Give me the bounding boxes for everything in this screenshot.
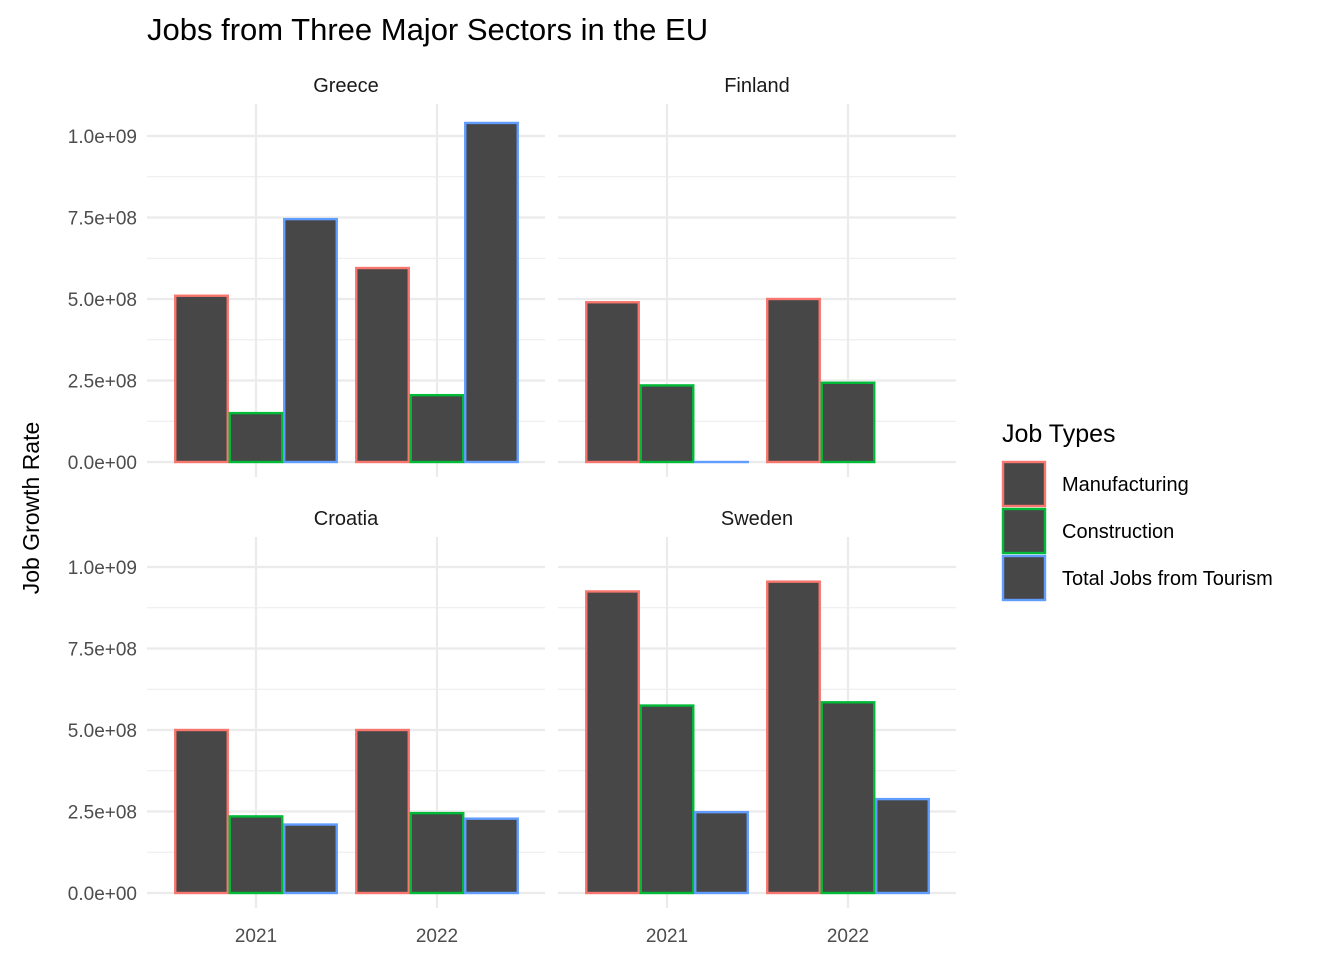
legend-label: Total Jobs from Tourism [1062,568,1273,590]
panel-strip-label: Finland [724,75,790,97]
y-tick-label: 7.5e+08 [68,209,137,230]
y-tick-label: 1.0e+09 [68,127,137,148]
bar-construction [409,393,465,464]
x-tick-label: 2022 [416,926,458,947]
bar-construction [639,704,695,895]
legend-title: Job Types [1002,420,1116,448]
y-tick-label: 5.0e+08 [68,290,137,311]
y-tick-label: 2.5e+08 [68,803,137,824]
panel-strip-label: Sweden [721,508,793,530]
bar-construction [820,701,876,895]
bar-manufacturing [355,266,410,464]
legend-key [1001,460,1047,508]
bar-manufacturing [766,297,821,464]
bar-manufacturing [766,580,821,895]
y-tick-label: 0.0e+00 [68,453,137,474]
panel-strip-label: Croatia [314,508,379,530]
y-tick-label: 0.0e+00 [68,884,137,905]
bar-construction [228,411,284,464]
panel-strip-label: Greece [313,75,379,97]
bar-total-jobs-from-tourism [694,810,749,895]
y-tick-label: 7.5e+08 [68,640,137,661]
x-tick-label: 2021 [646,926,688,947]
legend-key [1001,554,1047,602]
bar-total-jobs-from-tourism [283,217,338,464]
legend-key [1001,507,1047,555]
legend-label: Manufacturing [1062,474,1189,496]
legend: Job Types Manufacturing Construction Total… [1001,420,1273,602]
bar-manufacturing [585,590,640,895]
bar-manufacturing [174,294,229,464]
bar-manufacturing [585,301,640,464]
bar-total-jobs-from-tourism [464,817,519,895]
bar-construction [228,815,284,895]
bar-construction [820,381,876,464]
y-axis-label: Job Growth Rate [18,422,44,595]
bar-construction [409,811,465,895]
panel-sweden: Sweden 2021 2022 [558,508,956,947]
bar-manufacturing [355,728,410,895]
facet-panels: Greece 0.0e+00 2.5e+08 5.0e+08 7.5e+08 1.0e+0… [68,75,956,947]
x-tick-label: 2022 [827,926,869,947]
x-tick-label: 2021 [235,926,277,947]
bar-construction [639,384,695,464]
legend-label: Construction [1062,521,1174,543]
y-tick-label: 2.5e+08 [68,372,137,393]
bar-total-jobs-from-tourism [464,121,519,464]
bar-total-jobs-from-tourism [283,823,338,895]
panel-croatia: Croatia 0.0e+00 2.5e+08 5.0e+08 7.5e+08 1.0e+… [68,508,545,947]
y-tick-label: 5.0e+08 [68,721,137,742]
panel-greece: Greece 0.0e+00 2.5e+08 5.0e+08 7.5e+08 1.0e+0… [68,75,545,477]
panel-finland: Finland [558,75,956,477]
y-tick-label: 1.0e+09 [68,558,137,579]
bar-manufacturing [174,728,229,895]
bar-total-jobs-from-tourism [875,797,930,895]
chart-title: Jobs from Three Major Sectors in the EU [147,12,708,47]
